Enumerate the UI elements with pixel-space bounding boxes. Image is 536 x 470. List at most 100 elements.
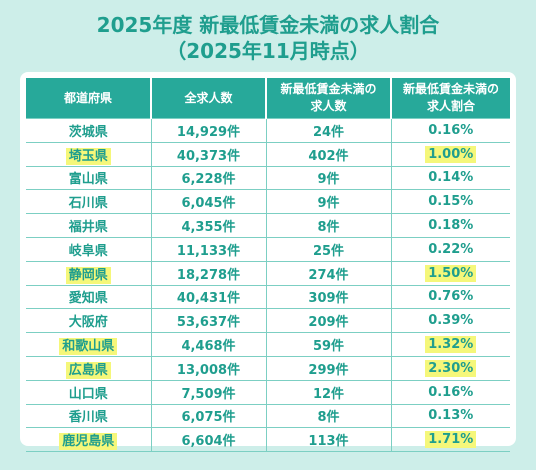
cell-below-min: 59件: [265, 332, 391, 357]
cell-prefecture: 埼玉県: [26, 141, 151, 167]
cell-below-min: 8件: [265, 403, 391, 428]
cell-below-min-text: 402件: [308, 148, 349, 164]
header-below-min-line1: 新最低賃金未満の: [280, 82, 377, 96]
cell-total: 18,278件: [150, 260, 266, 286]
cell-total-text: 4,355件: [181, 220, 236, 236]
cell-total: 14,929件: [150, 118, 266, 143]
cell-total-text: 53,637件: [176, 315, 241, 331]
cell-ratio-text: 1.50%: [425, 264, 477, 282]
cell-total-text: 18,278件: [176, 267, 241, 283]
cell-ratio: 0.39%: [390, 308, 510, 333]
cell-below-min: 209件: [265, 308, 391, 333]
cell-prefecture-text: 香川県: [68, 410, 108, 426]
table-row: 広島県 13,008件 299件 2.30%: [26, 355, 510, 381]
cell-ratio-text: 1.00%: [425, 145, 477, 163]
cell-total: 13,008件: [150, 355, 266, 381]
cell-ratio: 1.50%: [390, 260, 510, 286]
cell-ratio-text: 0.39%: [428, 313, 474, 329]
cell-ratio-text: 0.16%: [428, 122, 474, 138]
cell-ratio-text: 2.30%: [425, 359, 477, 377]
cell-prefecture: 石川県: [26, 189, 151, 214]
cell-total-text: 6,045件: [181, 196, 236, 212]
cell-ratio-text: 1.71%: [425, 431, 477, 449]
cell-ratio-text: 0.76%: [428, 289, 474, 305]
cell-prefecture-text: 福井県: [68, 220, 108, 236]
cell-total-text: 6,075件: [181, 410, 236, 426]
header-ratio: 新最低賃金未満の 求人割合: [390, 78, 510, 119]
cell-below-min: 9件: [265, 189, 391, 214]
cell-ratio: 2.30%: [390, 355, 510, 381]
header-ratio-line1: 新最低賃金未満の: [402, 82, 499, 96]
table-header-row: 都道府県 全求人数 新最低賃金未満の 求人数 新最低賃金未満の 求人割合: [26, 78, 510, 119]
cell-prefecture-text: 鹿児島県: [59, 433, 118, 451]
cell-prefecture-text: 山口県: [68, 386, 108, 402]
cell-total: 6,604件: [150, 427, 266, 453]
cell-total-text: 4,468件: [181, 339, 236, 355]
cell-below-min: 9件: [265, 165, 391, 190]
table-row: 静岡県 18,278件 274件 1.50%: [26, 260, 510, 286]
cell-prefecture-text: 石川県: [68, 196, 108, 212]
cell-prefecture: 富山県: [26, 165, 151, 190]
cell-ratio: 0.14%: [390, 165, 510, 190]
cell-total-text: 6,604件: [181, 434, 236, 450]
header-ratio-line2: 求人割合: [426, 99, 475, 113]
cell-ratio-text: 0.16%: [428, 384, 474, 400]
cell-prefecture-text: 茨城県: [68, 124, 108, 140]
table-row: 山口県 7,509件 12件 0.16%: [26, 379, 510, 405]
job-ratio-table: 都道府県 全求人数 新最低賃金未満の 求人数 新最低賃金未満の 求人割合 茨城県…: [26, 78, 510, 453]
cell-below-min-text: 299件: [308, 362, 349, 378]
cell-below-min-text: 9件: [317, 172, 340, 188]
table-row: 岐阜県 11,133件 25件 0.22%: [26, 236, 510, 262]
cell-total: 6,075件: [150, 403, 266, 428]
cell-prefecture: 和歌山県: [26, 332, 151, 357]
cell-total-text: 7,509件: [181, 386, 236, 402]
cell-ratio: 0.18%: [390, 213, 510, 238]
table-row: 富山県 6,228件 9件 0.14%: [26, 165, 510, 190]
table-row: 愛知県 40,431件 309件 0.76%: [26, 284, 510, 309]
cell-prefecture-text: 静岡県: [65, 266, 111, 284]
table-row: 和歌山県 4,468件 59件 1.32%: [26, 332, 510, 357]
cell-total-text: 13,008件: [176, 362, 241, 378]
cell-below-min-text: 12件: [312, 386, 345, 402]
table-row: 石川県 6,045件 9件 0.15%: [26, 189, 510, 214]
header-prefecture: 都道府県: [26, 78, 151, 119]
cell-below-min-text: 209件: [308, 315, 349, 331]
cell-below-min: 299件: [265, 355, 391, 381]
cell-ratio: 0.16%: [390, 379, 510, 405]
cell-below-min: 402件: [265, 141, 391, 167]
cell-total: 11,133件: [150, 236, 266, 262]
cell-ratio: 0.15%: [390, 189, 510, 214]
cell-total: 7,509件: [150, 379, 266, 405]
cell-total: 4,355件: [150, 213, 266, 238]
cell-below-min-text: 8件: [317, 220, 340, 236]
cell-prefecture: 岐阜県: [26, 236, 151, 262]
cell-total-text: 14,929件: [176, 124, 241, 140]
page-subtitle: （2025年11月時点）: [166, 39, 370, 63]
cell-prefecture: 鹿児島県: [26, 427, 151, 453]
header-below-min-line2: 求人数: [310, 99, 347, 113]
cell-prefecture: 静岡県: [26, 260, 151, 286]
cell-below-min: 113件: [265, 427, 391, 453]
cell-below-min: 25件: [265, 236, 391, 262]
cell-below-min: 274件: [265, 260, 391, 286]
cell-total: 40,373件: [150, 141, 266, 167]
table-row: 福井県 4,355件 8件 0.18%: [26, 213, 510, 238]
cell-below-min-text: 9件: [317, 196, 340, 212]
table-row: 大阪府 53,637件 209件 0.39%: [26, 308, 510, 333]
cell-below-min-text: 8件: [317, 410, 340, 426]
cell-below-min: 12件: [265, 379, 391, 405]
cell-prefecture: 香川県: [26, 403, 151, 428]
cell-prefecture: 大阪府: [26, 308, 151, 333]
cell-below-min: 8件: [265, 213, 391, 238]
cell-below-min-text: 274件: [308, 267, 349, 283]
cell-total: 6,045件: [150, 189, 266, 214]
table-row: 茨城県 14,929件 24件 0.16%: [26, 118, 510, 143]
cell-total: 53,637件: [150, 308, 266, 333]
table-row: 鹿児島県 6,604件 113件 1.71%: [26, 427, 510, 453]
cell-ratio: 1.32%: [390, 332, 510, 357]
header-below-min: 新最低賃金未満の 求人数: [265, 78, 391, 119]
cell-total-text: 40,373件: [176, 148, 241, 164]
cell-ratio-text: 0.22%: [428, 241, 474, 257]
cell-ratio: 0.16%: [390, 118, 510, 143]
cell-ratio: 1.71%: [390, 427, 510, 453]
